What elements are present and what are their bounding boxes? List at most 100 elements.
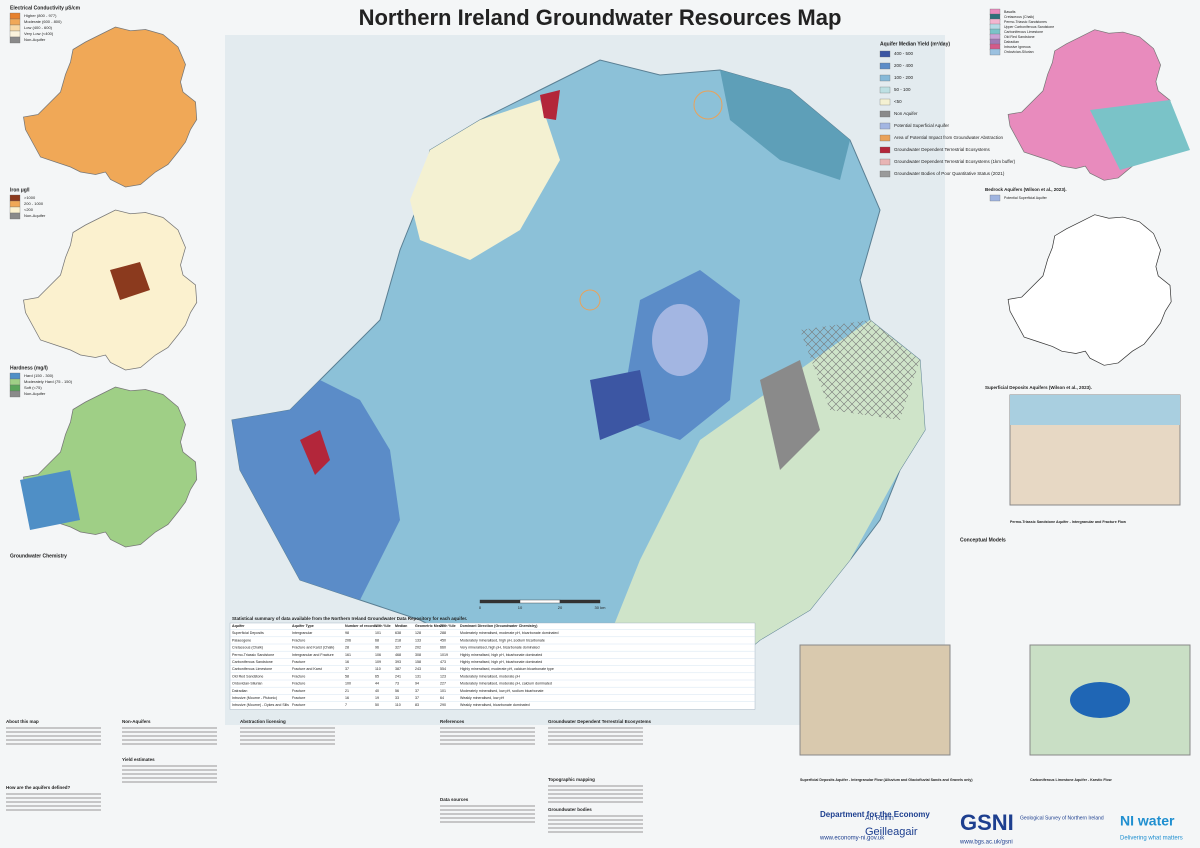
table-cell: 110 (395, 703, 401, 707)
panel-caption: Bedrock Aquifers (Wilson et al., 2023). (985, 187, 1067, 192)
legend-label: 100 - 200 (894, 75, 914, 80)
table-cell: 37 (415, 696, 419, 700)
table-cell: Moderately mineralised, low pH, sodium b… (460, 689, 544, 693)
table-cell: Intrusive (Mourne) - Dykes and Sills (232, 703, 289, 707)
legend-label: Permo-Triassic Sandstones (1004, 20, 1047, 24)
main-map (231, 59, 926, 701)
table-cell: 290 (440, 703, 446, 707)
text-heading: References (440, 719, 465, 724)
legend-label: 200 - 1000 (24, 201, 44, 206)
table-cell: 56 (395, 689, 399, 693)
table-cell: Intergranular and Fracture (292, 653, 334, 657)
table-cell: Weakly mineralised, bicarbonate dominate… (460, 703, 530, 707)
table-header: Geometric Mean (415, 624, 443, 628)
table-cell: Intergranular (292, 631, 313, 635)
legend-label: Potential Superficial Aquifer (894, 123, 950, 128)
legend-swatch (989, 194, 1001, 202)
table-cell: Fracture (292, 689, 305, 693)
table-cell: 37 (415, 689, 419, 693)
table-cell: 206 (345, 638, 351, 642)
southeast-area (600, 320, 925, 700)
legend-label: <50 (894, 99, 902, 104)
legend-label: >1000 (24, 195, 36, 200)
legend-label: Groundwater Bodies of Poor Quantitative … (894, 171, 1005, 176)
section-heading: Conceptual Models (960, 537, 1006, 543)
table-cell: 44 (375, 682, 379, 686)
table-cell: 68 (375, 638, 379, 642)
table-cell: 161 (345, 653, 351, 657)
logo-text: Geological Survey of Northern Ireland (1020, 815, 1104, 821)
legend-label: Higher (800 - 977) (24, 13, 57, 18)
legend-swatch (879, 62, 891, 70)
legend-swatch (879, 158, 891, 166)
table-cell: 327 (395, 646, 401, 650)
table-header: Dominant Direction (Groundwater Chemistr… (460, 624, 538, 628)
table-header: Aquifer Type (292, 624, 314, 628)
table-cell: 554 (440, 667, 446, 671)
table-frame (229, 622, 756, 710)
north-east-aquifer (720, 70, 850, 180)
legend-label: 50 - 100 (894, 87, 911, 92)
title: Northern Ireland Groundwater Resources M… (359, 5, 842, 30)
text-heading: Groundwater bodies (548, 807, 592, 812)
legend-label: Basalts (1004, 10, 1016, 14)
scale-segment (519, 599, 561, 604)
table-cell: 308 (415, 653, 421, 657)
table-cell: Carboniferous Sandstone (232, 660, 273, 664)
legend-label: Dalradian (1004, 40, 1019, 44)
table-cell: 243 (415, 667, 421, 671)
table-cell: 110 (375, 667, 381, 671)
table-cell: 58 (345, 674, 349, 678)
table-header: 75th %ile (440, 624, 456, 628)
legend-swatch (9, 390, 21, 398)
legend-swatch (989, 48, 1001, 56)
table-cell: Permo-Triassic Sandstone (232, 653, 274, 657)
table-cell: 660 (440, 646, 446, 650)
text-heading: Topographic mapping (548, 777, 595, 782)
gwdte (540, 90, 560, 120)
table-header: 10th %ile (375, 624, 391, 628)
legend-swatch (9, 18, 21, 26)
table-cell: 218 (395, 638, 401, 642)
legend-swatch (879, 86, 891, 94)
table-cell: 473 (440, 660, 446, 664)
legend-swatch (9, 12, 21, 20)
gwdte (300, 430, 330, 475)
section-heading: Groundwater Chemistry (10, 553, 67, 559)
legend-label: Non-Aquifer (24, 213, 46, 218)
logo-text: An Roinn (865, 815, 894, 822)
legend-label: Groundwater Dependent Terrestrial Ecosys… (894, 147, 990, 152)
table-cell: 7 (345, 703, 347, 707)
table-cell: 21 (345, 689, 349, 693)
table-cell: 387 (395, 667, 401, 671)
table-cell: 133 (415, 638, 421, 642)
table-cell: 40 (375, 689, 379, 693)
logo-text: NI water (1120, 813, 1175, 829)
legend-label: Intrusive Igneous (1004, 45, 1031, 49)
scale-label: 0 (479, 605, 482, 610)
text-heading: About this map (6, 719, 39, 724)
table-cell: 16 (345, 696, 349, 700)
scale-segment (479, 599, 521, 604)
table-cell: 28 (345, 646, 349, 650)
table-cell: 101 (440, 689, 446, 693)
legend-label: Potential Superficial Aquifer (1004, 196, 1048, 200)
table-cell: Highly mineralised, high pH, bicarbonate… (460, 660, 542, 664)
table-cell: 64 (440, 696, 444, 700)
legend-label: <200 (24, 207, 34, 212)
legend-swatch (879, 122, 891, 130)
right-maps (799, 29, 1191, 756)
table-cell: 227 (440, 682, 446, 686)
logo-text: GSNI (960, 810, 1014, 835)
table-cell: 101 (375, 631, 381, 635)
table-cell: Dalradian (232, 689, 247, 693)
text-heading: Non-Aquifers (122, 719, 151, 724)
legend-label: Moderately Hard (75 - 150) (24, 379, 73, 384)
table-cell: Moderately mineralised, moderate pH (460, 674, 520, 678)
iron-high (110, 262, 150, 300)
table-cell: 37 (345, 667, 349, 671)
legend-swatch (9, 372, 21, 380)
table-cell: 1019 (440, 653, 448, 657)
logo-url: www.economy-ni.gov.uk (819, 836, 885, 842)
